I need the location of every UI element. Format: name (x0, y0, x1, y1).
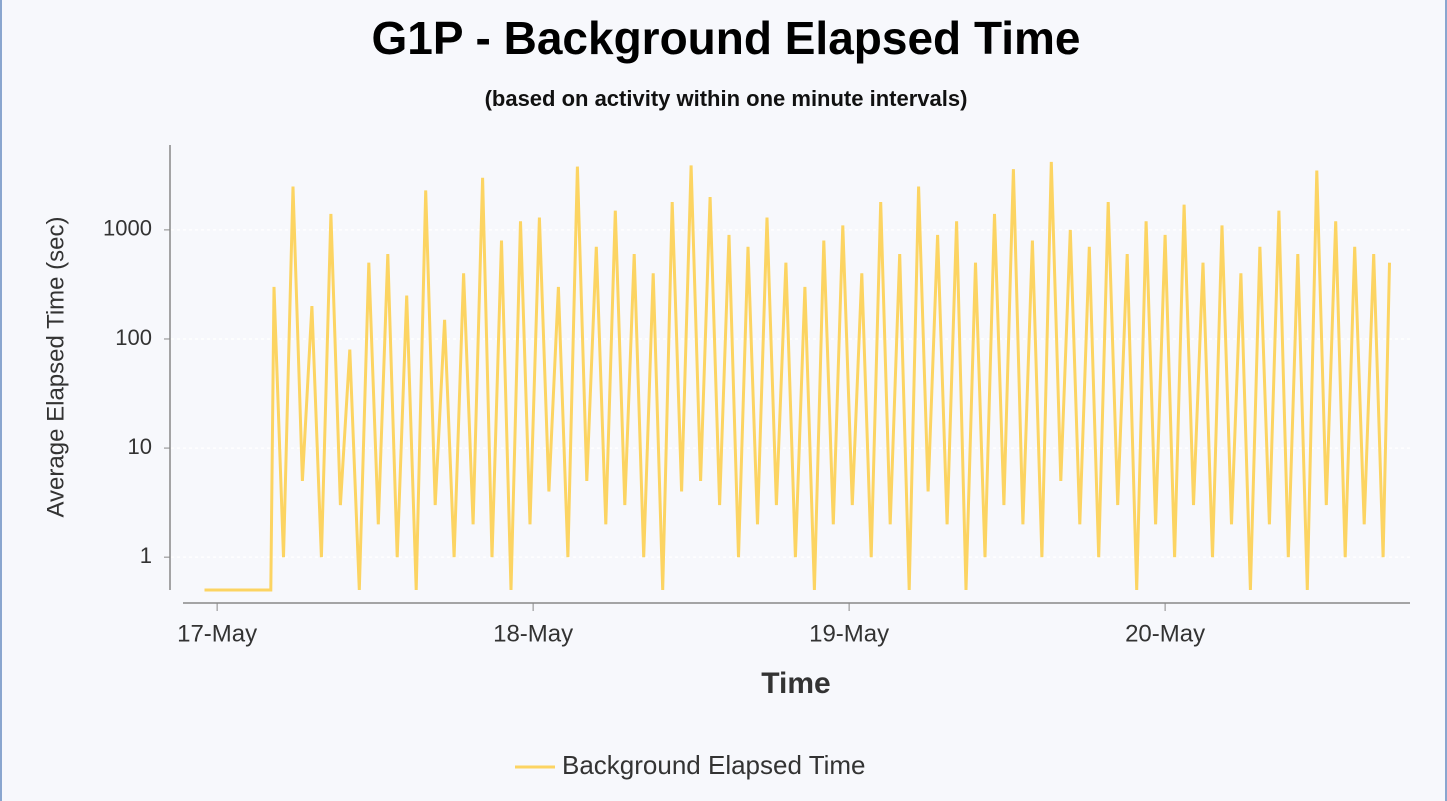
x-tick-label: 17-May (177, 620, 257, 647)
chart-title: G1P - Background Elapsed Time (372, 12, 1081, 64)
y-tick-label: 1000 (103, 216, 152, 241)
y-tick-label: 1 (140, 543, 152, 568)
x-axis-label: Time (761, 667, 830, 700)
x-tick-label: 19-May (809, 620, 889, 647)
y-axis-label: Average Elapsed Time (sec) (42, 216, 69, 517)
y-tick-label: 10 (128, 434, 152, 459)
x-tick-label: 20-May (1125, 620, 1205, 647)
x-tick-label: 18-May (493, 620, 573, 647)
chart-subtitle: (based on activity within one minute int… (485, 86, 968, 111)
data-line (204, 161, 1391, 592)
legend-label: Background Elapsed Time (562, 750, 866, 780)
y-tick-label: 100 (115, 325, 152, 350)
